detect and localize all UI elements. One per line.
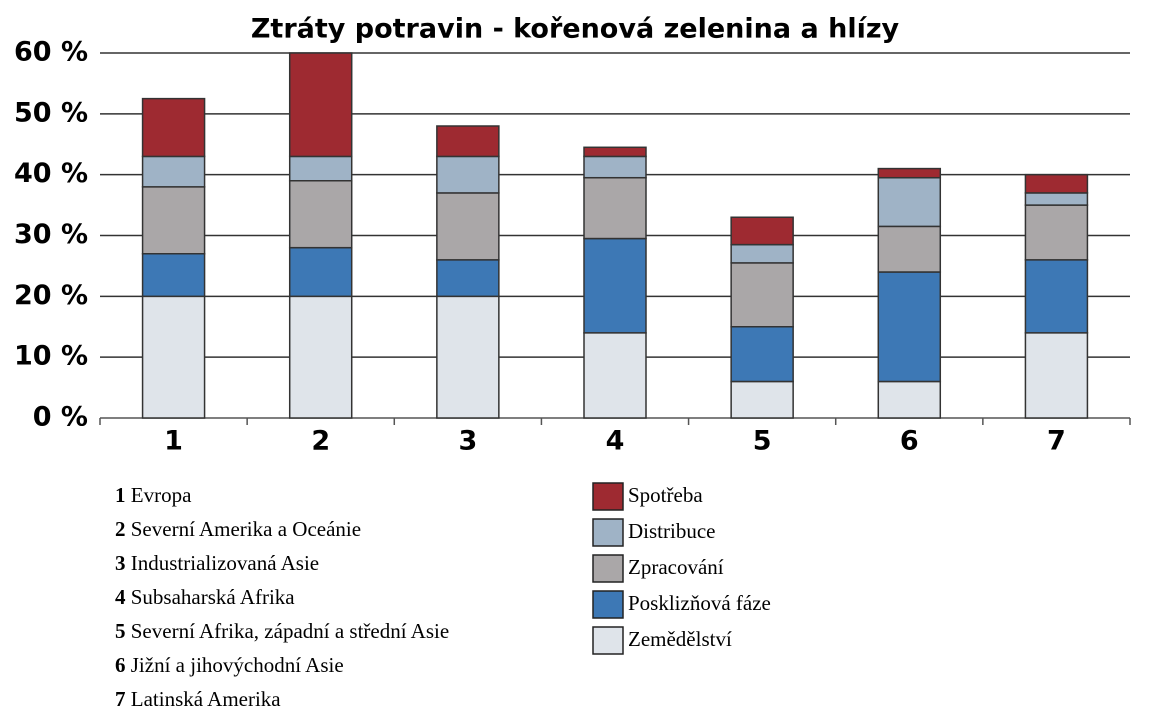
bar-segment — [730, 243, 794, 264]
bar-segment — [730, 216, 794, 246]
category-number: 4 — [115, 585, 126, 609]
legend-swatch — [592, 482, 624, 511]
x-tick-label: 5 — [753, 426, 772, 457]
legend-swatch — [592, 518, 624, 547]
bar-segment — [1024, 192, 1089, 206]
bar-segment — [288, 180, 353, 249]
y-tick-label: 50 % — [14, 97, 88, 128]
y-tick-label: 10 % — [14, 341, 88, 372]
bar-segment — [730, 326, 794, 383]
legend-label: Posklizňová fáze — [628, 591, 771, 615]
bar-segment — [877, 380, 942, 419]
y-tick-label: 60 % — [14, 37, 88, 68]
bar-segment — [877, 176, 942, 228]
category-description: Subsaharská Afrika — [131, 585, 296, 609]
category-number: 2 — [115, 517, 126, 541]
bar-segment — [288, 295, 353, 419]
legend-swatch — [592, 626, 624, 655]
bar-segment — [730, 380, 794, 419]
bar-segment — [436, 295, 500, 419]
bar-segment — [583, 237, 647, 334]
x-tick-label: 2 — [311, 426, 330, 457]
x-tick-label: 6 — [900, 426, 919, 457]
bar-segment — [877, 167, 942, 179]
bar-segment — [288, 155, 353, 182]
bar-segment — [436, 259, 500, 298]
bar-segment — [730, 262, 794, 328]
category-description: Severní Amerika a Oceánie — [131, 517, 361, 541]
bar-segment — [436, 192, 500, 261]
bar-segment — [141, 155, 206, 188]
bar-segment — [436, 125, 500, 158]
category-description: Jižní a jihovýchodní Asie — [131, 653, 344, 677]
bar-segment — [1024, 173, 1089, 194]
category-number: 5 — [115, 619, 126, 643]
legend-label: Zpracování — [628, 555, 724, 579]
x-tick-label: 7 — [1047, 426, 1066, 457]
category-number: 7 — [115, 687, 126, 710]
bar-segment — [877, 225, 942, 273]
y-tick-label: 30 % — [14, 219, 88, 250]
category-legend-entry: 7 Latinská Amerika — [115, 687, 281, 710]
y-tick-label: 20 % — [14, 280, 88, 311]
x-tick-label: 1 — [164, 426, 183, 457]
bar-segment — [141, 295, 206, 419]
legend-swatch — [592, 554, 624, 583]
category-legend-entry: 1 Evropa — [115, 483, 192, 507]
bar-segment — [583, 176, 647, 240]
bar-segment — [141, 97, 206, 158]
bar-segment — [583, 155, 647, 179]
x-tick-label: 3 — [458, 426, 477, 457]
bar-segment — [436, 155, 500, 194]
category-legend-entry: 5 Severní Afrika, západní a střední Asie — [115, 619, 449, 643]
chart-title: Ztráty potravin - kořenová zelenina a hl… — [251, 14, 900, 45]
category-description: Severní Afrika, západní a střední Asie — [131, 619, 449, 643]
category-number: 3 — [115, 551, 126, 575]
bar-segment — [288, 246, 353, 298]
y-tick-label: 40 % — [14, 158, 88, 189]
category-number: 1 — [115, 483, 126, 507]
legend-label: Zemědělství — [628, 627, 732, 651]
legend-swatch — [592, 590, 624, 619]
legend-label: Spotřeba — [628, 483, 703, 507]
bar-segment — [1024, 332, 1089, 419]
category-description: Industrializovaná Asie — [131, 551, 319, 575]
legend-label: Distribuce — [628, 519, 715, 543]
category-number: 6 — [115, 653, 126, 677]
bar-segment — [1024, 259, 1089, 334]
bar-segment — [583, 332, 647, 419]
category-legend-entry: 6 Jižní a jihovýchodní Asie — [115, 653, 344, 677]
category-description: Latinská Amerika — [131, 687, 282, 710]
bar-segment — [1024, 204, 1089, 261]
bar-segment — [583, 146, 647, 158]
category-legend-entry: 4 Subsaharská Afrika — [115, 585, 295, 609]
bar-segment — [141, 186, 206, 255]
bar-segment — [141, 253, 206, 298]
bar-segment — [877, 271, 942, 383]
x-tick-label: 4 — [606, 426, 625, 457]
bar-segment — [288, 52, 353, 158]
category-legend-entry: 3 Industrializovaná Asie — [115, 551, 319, 575]
category-legend-entry: 2 Severní Amerika a Oceánie — [115, 517, 361, 541]
category-description: Evropa — [131, 483, 192, 507]
y-tick-label: 0 % — [33, 402, 88, 433]
